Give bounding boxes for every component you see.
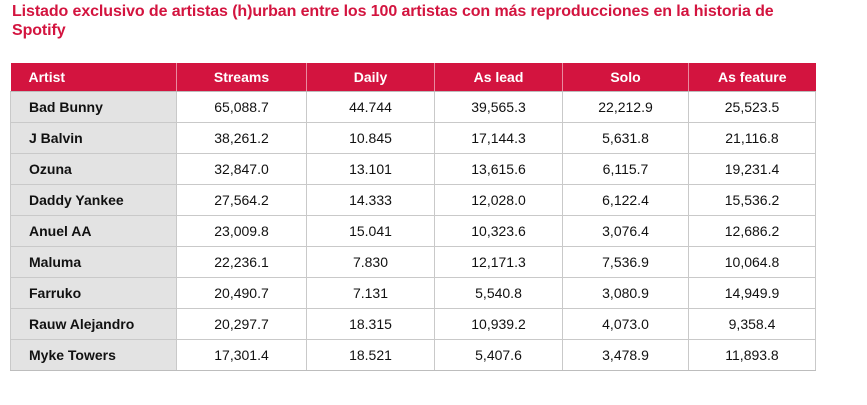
page-title: Listado exclusivo de artistas (h)urban e… bbox=[12, 3, 774, 39]
as-feature-cell: 9,358.4 bbox=[688, 308, 816, 340]
daily-cell: 18.521 bbox=[306, 339, 435, 371]
streams-cell: 17,301.4 bbox=[176, 339, 307, 371]
as-feature-cell: 25,523.5 bbox=[688, 91, 816, 123]
solo-cell: 7,536.9 bbox=[562, 246, 689, 278]
header-as-lead: As lead bbox=[434, 63, 563, 92]
daily-cell: 14.333 bbox=[306, 184, 435, 216]
artist-cell: Myke Towers bbox=[10, 339, 177, 371]
artist-cell: Farruko bbox=[10, 277, 177, 309]
streams-cell: 38,261.2 bbox=[176, 122, 307, 154]
daily-cell: 7.131 bbox=[306, 277, 435, 309]
table-row: Ozuna 32,847.0 13.101 13,615.6 6,115.7 1… bbox=[10, 153, 816, 185]
header-solo: Solo bbox=[562, 63, 689, 92]
table-row: Myke Towers 17,301.4 18.521 5,407.6 3,47… bbox=[10, 339, 816, 371]
as-lead-cell: 12,171.3 bbox=[434, 246, 563, 278]
table-row: J Balvin 38,261.2 10.845 17,144.3 5,631.… bbox=[10, 122, 816, 154]
as-feature-cell: 21,116.8 bbox=[688, 122, 816, 154]
table-row: Farruko 20,490.7 7.131 5,540.8 3,080.9 1… bbox=[10, 277, 816, 309]
artist-cell: Ozuna bbox=[10, 153, 177, 185]
solo-cell: 3,478.9 bbox=[562, 339, 689, 371]
as-lead-cell: 17,144.3 bbox=[434, 122, 563, 154]
daily-cell: 10.845 bbox=[306, 122, 435, 154]
as-feature-cell: 14,949.9 bbox=[688, 277, 816, 309]
table-row: Anuel AA 23,009.8 15.041 10,323.6 3,076.… bbox=[10, 215, 816, 247]
artists-table: Artist Streams Daily As lead Solo As fea… bbox=[10, 63, 816, 371]
as-lead-cell: 10,939.2 bbox=[434, 308, 563, 340]
table-header-row: Artist Streams Daily As lead Solo As fea… bbox=[10, 63, 816, 92]
daily-cell: 44.744 bbox=[306, 91, 435, 123]
as-lead-cell: 5,540.8 bbox=[434, 277, 563, 309]
solo-cell: 3,080.9 bbox=[562, 277, 689, 309]
as-feature-cell: 12,686.2 bbox=[688, 215, 816, 247]
daily-cell: 15.041 bbox=[306, 215, 435, 247]
streams-cell: 20,490.7 bbox=[176, 277, 307, 309]
as-feature-cell: 11,893.8 bbox=[688, 339, 816, 371]
as-lead-cell: 39,565.3 bbox=[434, 91, 563, 123]
as-feature-cell: 15,536.2 bbox=[688, 184, 816, 216]
solo-cell: 4,073.0 bbox=[562, 308, 689, 340]
artist-cell: Maluma bbox=[10, 246, 177, 278]
solo-cell: 6,115.7 bbox=[562, 153, 689, 185]
streams-cell: 32,847.0 bbox=[176, 153, 307, 185]
artist-cell: Rauw Alejandro bbox=[10, 308, 177, 340]
as-lead-cell: 13,615.6 bbox=[434, 153, 563, 185]
header-artist: Artist bbox=[10, 63, 177, 92]
header-as-feature: As feature bbox=[688, 63, 816, 92]
streams-cell: 22,236.1 bbox=[176, 246, 307, 278]
solo-cell: 3,076.4 bbox=[562, 215, 689, 247]
daily-cell: 7.830 bbox=[306, 246, 435, 278]
header-daily: Daily bbox=[306, 63, 435, 92]
table-row: Daddy Yankee 27,564.2 14.333 12,028.0 6,… bbox=[10, 184, 816, 216]
header-streams: Streams bbox=[176, 63, 307, 92]
artist-cell: J Balvin bbox=[10, 122, 177, 154]
artist-cell: Daddy Yankee bbox=[10, 184, 177, 216]
daily-cell: 13.101 bbox=[306, 153, 435, 185]
table-row: Rauw Alejandro 20,297.7 18.315 10,939.2 … bbox=[10, 308, 816, 340]
as-lead-cell: 12,028.0 bbox=[434, 184, 563, 216]
artist-cell: Bad Bunny bbox=[10, 91, 177, 123]
solo-cell: 22,212.9 bbox=[562, 91, 689, 123]
table-row: Bad Bunny 65,088.7 44.744 39,565.3 22,21… bbox=[10, 91, 816, 123]
as-lead-cell: 5,407.6 bbox=[434, 339, 563, 371]
artist-cell: Anuel AA bbox=[10, 215, 177, 247]
solo-cell: 6,122.4 bbox=[562, 184, 689, 216]
streams-cell: 23,009.8 bbox=[176, 215, 307, 247]
as-feature-cell: 19,231.4 bbox=[688, 153, 816, 185]
streams-cell: 27,564.2 bbox=[176, 184, 307, 216]
table-row: Maluma 22,236.1 7.830 12,171.3 7,536.9 1… bbox=[10, 246, 816, 278]
streams-cell: 65,088.7 bbox=[176, 91, 307, 123]
solo-cell: 5,631.8 bbox=[562, 122, 689, 154]
streams-cell: 20,297.7 bbox=[176, 308, 307, 340]
daily-cell: 18.315 bbox=[306, 308, 435, 340]
as-feature-cell: 10,064.8 bbox=[688, 246, 816, 278]
as-lead-cell: 10,323.6 bbox=[434, 215, 563, 247]
